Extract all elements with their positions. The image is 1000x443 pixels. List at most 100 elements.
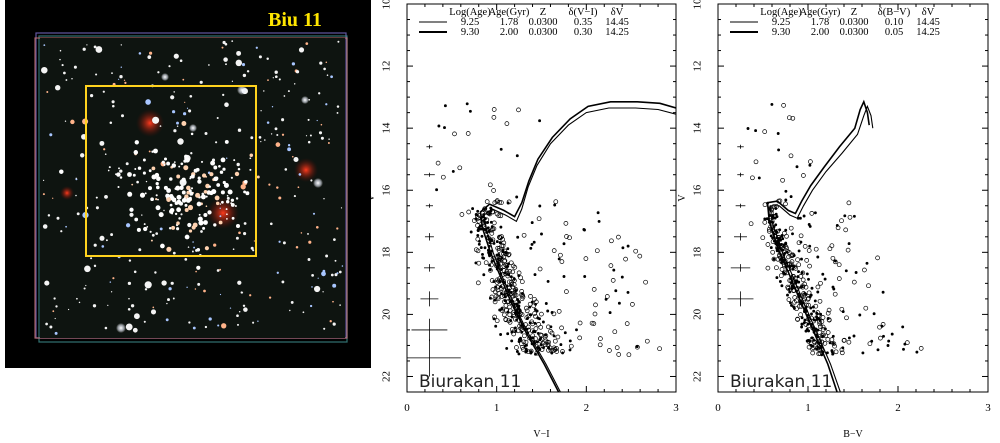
cluster-star	[133, 150, 139, 155]
field-star	[165, 318, 169, 322]
x-axis-title: B−V	[843, 429, 863, 440]
star-point	[777, 148, 781, 152]
cluster-star	[148, 169, 152, 173]
field-star	[187, 246, 190, 248]
star-point	[515, 195, 519, 199]
star-point	[762, 220, 768, 225]
cluster-star	[139, 192, 146, 198]
field-star	[287, 147, 292, 152]
cluster-star	[134, 140, 139, 145]
star-point	[804, 258, 810, 263]
star-point	[604, 294, 610, 299]
bright-star	[313, 178, 323, 188]
field-star	[173, 91, 175, 93]
cluster-star	[151, 166, 156, 171]
star-point	[514, 329, 518, 333]
field-star	[258, 136, 262, 139]
field-star	[200, 160, 204, 163]
star-point	[817, 319, 822, 325]
field-star	[238, 231, 241, 235]
star-point	[831, 352, 835, 356]
star-point	[541, 320, 545, 324]
star-point	[480, 234, 484, 238]
isochrone-line	[479, 101, 676, 392]
star-point	[798, 233, 804, 239]
field-star	[249, 157, 252, 160]
field-star	[109, 281, 112, 283]
field-star	[219, 293, 222, 296]
cluster-star	[222, 167, 226, 171]
field-star	[147, 55, 152, 59]
star-point	[782, 271, 785, 274]
legend-cell: 2.00	[811, 27, 829, 38]
field-star	[329, 320, 332, 323]
field-star	[186, 286, 188, 289]
field-star	[272, 77, 274, 79]
legend-header: Z	[540, 7, 546, 18]
star-point	[780, 234, 784, 238]
star-point	[820, 333, 825, 339]
star-point	[784, 189, 788, 193]
star-point	[596, 211, 600, 215]
cluster-star	[119, 176, 123, 179]
star-point	[532, 311, 537, 316]
cluster-star	[143, 226, 148, 232]
field-star	[300, 232, 303, 234]
x-tick-label: 2	[895, 402, 901, 414]
cluster-star	[213, 165, 218, 170]
cluster-star	[142, 158, 146, 162]
field-star	[190, 152, 193, 155]
star-point	[559, 259, 565, 264]
star-point	[831, 341, 837, 347]
field-star	[231, 80, 234, 82]
star-point	[609, 238, 614, 244]
star-point	[829, 337, 835, 342]
star-point	[519, 336, 522, 340]
field-star	[73, 65, 77, 69]
field-star	[110, 233, 114, 237]
cluster-star	[136, 227, 141, 232]
field-star	[182, 112, 187, 116]
star-point	[514, 345, 519, 350]
field-star	[70, 119, 75, 125]
star-point	[510, 284, 516, 290]
star-point	[792, 295, 798, 300]
field-star	[236, 50, 242, 56]
star-point	[506, 201, 510, 205]
bright-star	[161, 73, 169, 81]
field-star	[80, 153, 85, 158]
star-point	[807, 263, 812, 269]
star-point	[843, 214, 847, 218]
cluster-star	[147, 186, 153, 191]
star-point	[481, 252, 484, 256]
field-star	[148, 150, 151, 153]
field-star	[322, 269, 326, 273]
field-star	[249, 294, 252, 297]
star-point	[522, 333, 527, 339]
field-star	[172, 251, 176, 255]
x-tick-label: 1	[805, 402, 811, 414]
star-point	[483, 246, 487, 250]
cluster-star	[186, 185, 191, 191]
cluster-star	[214, 176, 219, 181]
star-point	[506, 279, 512, 285]
cluster-star	[176, 207, 182, 213]
field-star	[298, 47, 305, 53]
star-point	[765, 265, 771, 271]
field-star	[307, 118, 310, 121]
y-tick-label: 18	[692, 246, 704, 258]
field-star	[326, 74, 329, 76]
field-star	[291, 62, 296, 66]
field-star	[45, 322, 48, 326]
cluster-star	[163, 163, 166, 166]
star-point	[779, 243, 783, 247]
field-star	[173, 129, 177, 133]
cluster-star	[195, 167, 200, 172]
star-point	[800, 316, 804, 320]
cluster-star	[224, 139, 229, 144]
isochrone-line	[483, 107, 676, 392]
cluster-star	[233, 159, 236, 162]
cluster-star	[155, 181, 159, 186]
